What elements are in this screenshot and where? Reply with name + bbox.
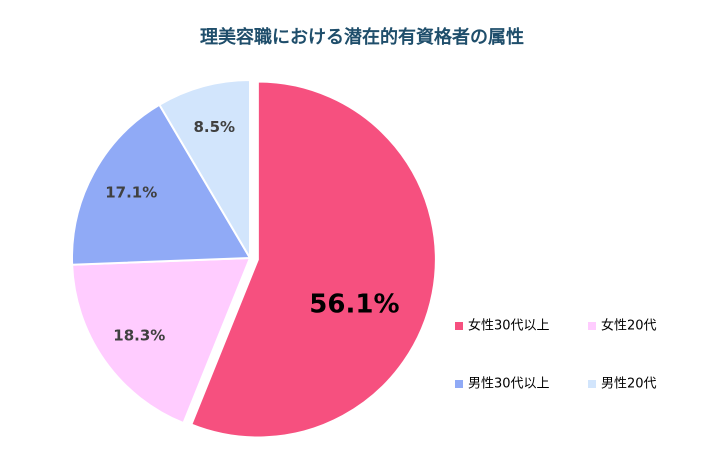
- data-label: 8.5%: [193, 118, 235, 136]
- legend-label: 女性30代以上: [468, 318, 550, 334]
- legend-label: 女性20代: [601, 318, 657, 334]
- legend-label: 男性20代: [601, 377, 657, 392]
- chart-title: 理美容職における潜在的有資格者の属性: [200, 26, 524, 48]
- legend-swatch: [588, 380, 596, 388]
- pie-slice: [189, 80, 437, 439]
- pie-slice: [71, 103, 252, 266]
- legend-swatch: [455, 380, 463, 388]
- legend-swatch: [588, 322, 596, 330]
- data-label: 17.1%: [105, 184, 157, 202]
- data-label: 56.1%: [309, 290, 399, 320]
- data-label: 18.3%: [113, 326, 165, 344]
- pie-slice: [71, 256, 252, 425]
- pie-slice: [158, 78, 251, 262]
- legend-swatch: [455, 322, 463, 330]
- legend-label: 男性30代以上: [468, 377, 550, 392]
